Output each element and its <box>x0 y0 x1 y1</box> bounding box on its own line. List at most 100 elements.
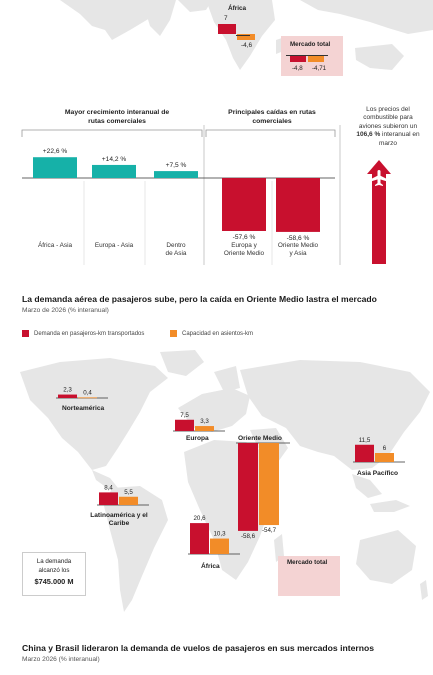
region-demand-label: 7,5 <box>180 412 189 419</box>
region-capacity-bar <box>195 426 214 431</box>
region-capacity-bar <box>78 397 97 399</box>
section2-subtitle: Marzo de 2026 (% interanual) <box>22 307 109 314</box>
region-demand-label: 11,5 <box>359 437 371 444</box>
section2-title: La demanda aérea de pasajeros sube, pero… <box>22 294 377 304</box>
map-landmass-americas <box>60 0 150 40</box>
route-bar <box>276 178 320 232</box>
region-demand-bar <box>58 394 77 398</box>
route-category-label: Dentro de Asia <box>166 242 187 257</box>
route-category-label: Oriente Medio y Asia <box>278 242 319 257</box>
map-landmass-oceania <box>355 44 404 70</box>
route-value-label: -57,6 % <box>233 234 256 241</box>
region-label-latam: Latinoamérica y el Caribe <box>90 512 148 528</box>
route-category-label: Europa y Oriente Medio <box>224 242 265 257</box>
fuel-arrow-head <box>367 160 391 174</box>
region-demand-bar <box>238 443 258 531</box>
fuel-price-note: Los precios del combustible para aviones… <box>352 106 424 148</box>
section3-title: China y Brasil lideraron la demanda de v… <box>22 643 374 653</box>
top-total-baseline <box>286 55 328 56</box>
fuel-arrow-shaft <box>372 173 386 264</box>
region-capacity-label: 6 <box>383 445 387 452</box>
map-greenland <box>160 350 204 376</box>
legend-demand-label: Demanda en pasajeros-km transportados <box>34 330 145 337</box>
region-demand-bar <box>190 523 209 554</box>
map-central-america <box>92 470 118 490</box>
map-asia <box>240 360 430 470</box>
route-bar <box>92 164 136 178</box>
map-indonesia <box>370 500 410 512</box>
growth-header: Mayor crecimiento interanual de rutas co… <box>64 109 170 125</box>
region-capacity-bar <box>375 453 394 462</box>
growth-bracket <box>21 129 203 137</box>
region-capacity-bar <box>210 538 229 554</box>
top-africa-demand-label: 7 <box>224 15 228 22</box>
route-value-label: -58,6 % <box>287 235 310 242</box>
section3-subtitle: Marzo 2026 (% interanual) <box>22 656 100 663</box>
region-demand-bar <box>99 492 118 505</box>
decline-header: Principales caídas en rutas comerciales <box>228 109 316 125</box>
total-market-box <box>278 556 340 596</box>
legend-capacity: Capacidad en asientos-km <box>170 330 253 337</box>
top-total-capacity-bar <box>308 56 324 62</box>
region-label-asia-pacific: Asia Pacífico <box>357 470 399 477</box>
top-total-demand-bar <box>290 56 306 62</box>
map-north-america <box>20 358 168 470</box>
region-demand-label: 8,4 <box>104 484 113 491</box>
top-africa-capacity-label: -4,6 <box>241 42 253 49</box>
legend-capacity-swatch <box>170 330 177 337</box>
region-label-europe: Europa <box>186 435 209 442</box>
region-capacity-bar <box>259 443 279 526</box>
region-capacity-label: 0,4 <box>83 389 92 396</box>
demand-note-box <box>22 552 86 596</box>
map-landmass-asia <box>300 0 433 34</box>
route-bar <box>222 178 266 231</box>
region-demand-bar <box>175 419 194 431</box>
total-market-title: Mercado total <box>287 559 328 566</box>
route-value-label: +22,6 % <box>43 148 68 155</box>
map-landmass-madagascar <box>276 38 282 54</box>
demand-note-value: $745.000 M <box>34 577 74 586</box>
fuel-price-arrow <box>367 160 391 264</box>
region-capacity-label: 5,5 <box>124 489 133 496</box>
region-demand-label: 20,6 <box>193 515 206 522</box>
fuel-note-text: Los precios del combustible para aviones… <box>358 106 418 130</box>
region-label-north-america: Norteamérica <box>62 405 105 412</box>
top-africa-capacity-bar <box>237 34 255 40</box>
region-demand-label: -58,6 <box>241 533 256 540</box>
route-value-label: +14,2 % <box>102 156 127 163</box>
top-total-capacity-label: -4,71 <box>312 65 327 72</box>
top-africa-pointer <box>236 35 250 36</box>
top-world-map <box>60 0 433 70</box>
route-value-label: +7,5 % <box>166 162 187 169</box>
map-scandinavia <box>214 366 240 392</box>
map-madagascar <box>274 534 284 562</box>
top-africa-demand-bar <box>218 24 236 34</box>
fuel-note-highlight: 106,6 % <box>356 131 381 139</box>
route-bar <box>154 171 198 178</box>
route-category-label: Europa - Asia <box>95 242 134 249</box>
airplane-icon <box>369 170 389 186</box>
fuel-note-text-end: interanual en marzo <box>378 131 420 147</box>
demand-note-line1: La demanda <box>36 558 72 565</box>
demand-note-line2: alcanzó los <box>38 567 70 574</box>
routes-chart: +22,6 % África - Asia +14,2 % Europa - Asia… <box>21 125 341 265</box>
map-landmass-greenland <box>178 0 212 12</box>
region-label-middle-east: Oriente Medio <box>238 435 282 442</box>
map-landmass-southamerica <box>142 0 176 36</box>
map-south-america <box>104 486 168 612</box>
region-label-africa: África <box>201 563 220 570</box>
decline-bracket <box>205 129 336 137</box>
region-capacity-bar <box>119 496 138 505</box>
region-capacity-label: -54,7 <box>262 527 277 534</box>
map-new-zealand <box>420 580 428 600</box>
route-bar <box>33 157 77 178</box>
top-africa-label: África <box>228 5 247 12</box>
region-demand-label: 2,3 <box>63 387 72 394</box>
legend-capacity-label: Capacidad en asientos-km <box>182 330 254 337</box>
map-southeast-asia <box>352 474 382 498</box>
top-total-demand-label: -4,8 <box>292 65 303 72</box>
region-demand-bar <box>355 444 374 462</box>
legend-demand: Demanda en pasajeros-km transportados <box>22 330 144 337</box>
legend-demand-swatch <box>22 330 29 337</box>
route-category-label: África - Asia <box>38 240 73 249</box>
